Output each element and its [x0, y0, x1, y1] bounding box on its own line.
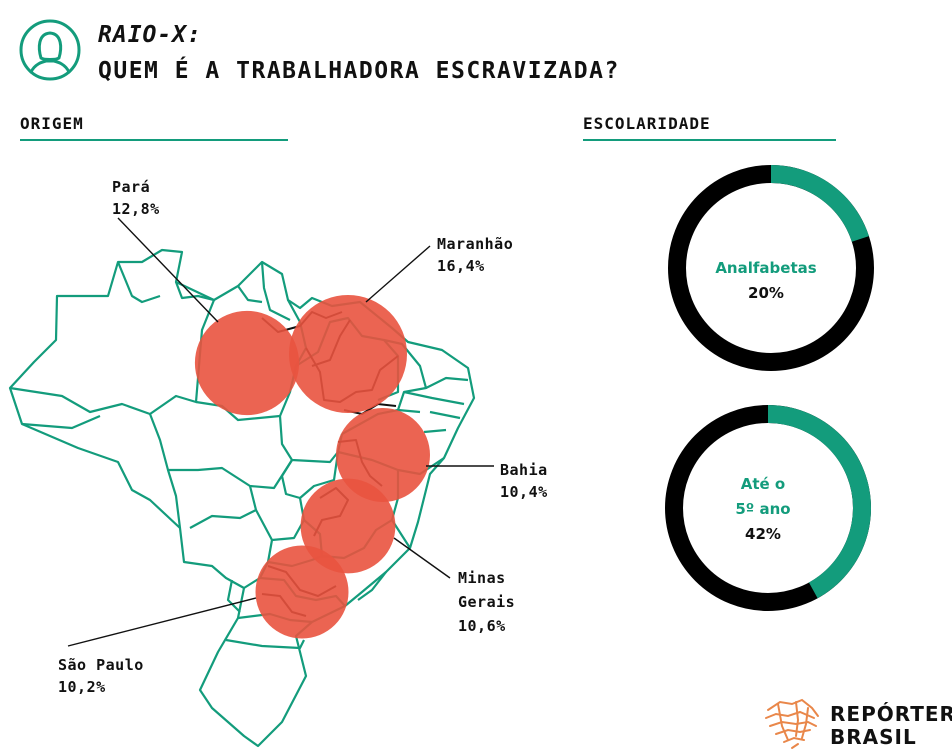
- label-minas-gerais: Minas Gerais 10,6%: [458, 566, 515, 638]
- bubble-para: [194, 310, 300, 416]
- page-title-kicker: RAIO-X:: [98, 22, 202, 48]
- label-maranhao-value: 16,4%: [437, 257, 485, 275]
- reporter-brasil-logo-icon: [765, 698, 819, 749]
- section-title-schooling: ESCOLARIDADE: [583, 114, 711, 133]
- label-minas-gerais-name-2: Gerais: [458, 593, 516, 611]
- brand-line2: BRASIL: [830, 725, 917, 749]
- leader-line-sao-paulo: [67, 597, 257, 647]
- donut-label-fifth-grade-name-1: Até o: [740, 475, 786, 493]
- donut-fifth-grade-value-arc: [767, 405, 871, 599]
- brand-line1: REPÓRTER: [830, 702, 952, 726]
- brand-wordmark: REPÓRTER BRASIL: [830, 703, 952, 749]
- page-title: QUEM É A TRABALHADORA ESCRAVIZADA?: [98, 58, 620, 84]
- donut-label-illiterate-value: 20%: [748, 284, 784, 302]
- bubble-bahia: [336, 408, 430, 502]
- woman-profile-icon: [19, 19, 81, 81]
- label-bahia-value: 10,4%: [500, 483, 548, 501]
- leader-line-para: [117, 217, 219, 323]
- label-para: Pará 12,8%: [112, 176, 160, 220]
- section-rule-origin: [20, 139, 288, 141]
- label-sao-paulo: São Paulo 10,2%: [58, 654, 144, 698]
- label-minas-gerais-name-1: Minas: [458, 569, 506, 587]
- label-sao-paulo-value: 10,2%: [58, 678, 106, 696]
- donut-label-fifth-grade-value: 42%: [745, 525, 781, 543]
- label-minas-gerais-value: 10,6%: [458, 617, 506, 635]
- donut-label-illiterate-name: Analfabetas: [715, 259, 817, 277]
- donut-chart-fifth-grade: [665, 405, 871, 611]
- bubble-minas-gerais: [300, 478, 396, 574]
- donut-label-fifth-grade: Até o 5º ano 42%: [663, 472, 863, 547]
- donut-chart-illiterate: [668, 165, 874, 371]
- leader-lines: [67, 217, 494, 647]
- section-rule-schooling: [583, 139, 836, 141]
- label-maranhao: Maranhão 16,4%: [437, 233, 513, 277]
- label-bahia-name: Bahia: [500, 461, 548, 479]
- donut-label-fifth-grade-name-2: 5º ano: [735, 500, 791, 518]
- label-maranhao-name: Maranhão: [437, 235, 514, 253]
- bubble-maranhao: [289, 295, 407, 413]
- label-para-value: 12,8%: [112, 200, 160, 218]
- label-sao-paulo-name: São Paulo: [58, 656, 144, 674]
- leader-line-minas-gerais: [393, 537, 451, 579]
- label-bahia: Bahia 10,4%: [500, 459, 548, 503]
- bubble-sao-paulo: [255, 545, 349, 639]
- bubble-layer: [194, 295, 430, 639]
- section-title-origin: ORIGEM: [20, 114, 84, 133]
- donut-illiterate-value-arc: [770, 165, 869, 242]
- leader-line-maranhao: [365, 245, 431, 303]
- label-para-name: Pará: [112, 178, 151, 196]
- donut-label-illiterate: Analfabetas 20%: [666, 256, 866, 306]
